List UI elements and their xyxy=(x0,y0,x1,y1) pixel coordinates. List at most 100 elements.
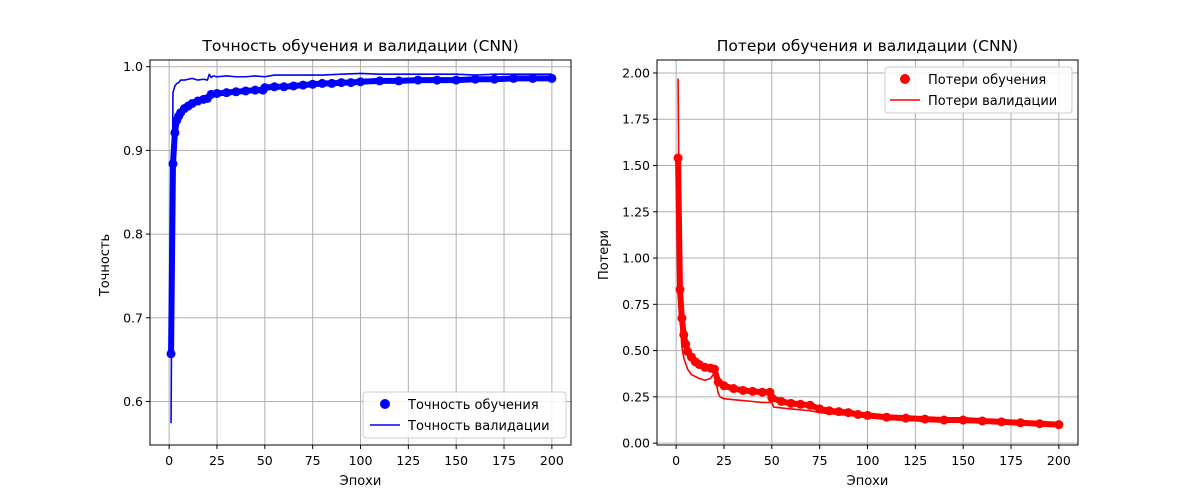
loss-y-tick-label: 0.50 xyxy=(622,343,650,358)
loss-x-tick-label: 100 xyxy=(856,453,880,468)
accuracy-train-point xyxy=(327,78,337,88)
loss-x-tick-label: 25 xyxy=(716,453,732,468)
accuracy-train-point xyxy=(528,73,538,83)
accuracy-train-point xyxy=(509,73,519,83)
loss-validation-line xyxy=(677,78,1059,426)
loss-train-point xyxy=(805,400,815,410)
accuracy-train-point xyxy=(279,82,289,92)
loss-train-point xyxy=(920,414,930,424)
accuracy-legend-box xyxy=(362,391,567,439)
accuracy-validation-line xyxy=(170,72,552,424)
loss-legend-val-label: Потери валидации xyxy=(928,94,1057,109)
loss-y-tick-label: 1.25 xyxy=(622,204,650,219)
accuracy-train-point xyxy=(308,79,318,89)
loss-train-point xyxy=(815,404,825,414)
loss-train-point xyxy=(757,387,767,397)
loss-plot-title: Потери обучения и валидации (CNN) xyxy=(717,37,1018,55)
loss-x-tick-label: 175 xyxy=(999,453,1023,468)
loss-train-point xyxy=(681,339,691,349)
loss-plot: Потери обучения и валидации (CNN) Эпохи … xyxy=(597,37,1079,489)
loss-y-tick-label: 1.50 xyxy=(622,158,650,173)
accuracy-legend-val-label: Точность валидации xyxy=(407,419,550,434)
loss-train-point xyxy=(958,415,968,425)
accuracy-train-point xyxy=(222,88,232,98)
accuracy-train-point xyxy=(298,80,308,90)
accuracy-x-tick-label: 25 xyxy=(209,453,225,468)
accuracy-train-point xyxy=(432,75,442,85)
loss-train-point xyxy=(719,381,729,391)
accuracy-train-point xyxy=(451,75,461,85)
accuracy-x-tick-label: 100 xyxy=(349,453,373,468)
accuracy-x-axis-label: Эпохи xyxy=(340,474,382,489)
accuracy-train-point xyxy=(413,75,423,85)
accuracy-train-point xyxy=(250,85,260,95)
loss-train-point xyxy=(1016,418,1026,428)
loss-legend-train-marker xyxy=(900,74,910,84)
loss-train-point xyxy=(853,409,863,419)
loss-train-point xyxy=(677,313,687,323)
accuracy-train-point xyxy=(375,76,385,86)
loss-x-axis-label: Эпохи xyxy=(847,474,889,489)
accuracy-train-point xyxy=(269,82,279,92)
accuracy-legend-train-label: Точность обучения xyxy=(407,398,539,413)
accuracy-x-tick-label: 75 xyxy=(305,453,321,468)
loss-x-tick-label: 75 xyxy=(812,453,828,468)
accuracy-x-tick-label: 125 xyxy=(396,453,420,468)
accuracy-train-point xyxy=(394,76,404,86)
accuracy-train-point xyxy=(231,87,241,97)
accuracy-x-tick-label: 0 xyxy=(165,453,173,468)
accuracy-y-tick-label: 1.0 xyxy=(123,59,143,74)
loss-train-point xyxy=(796,399,806,409)
accuracy-train-point xyxy=(489,74,499,84)
loss-train-point xyxy=(901,413,911,423)
accuracy-x-tick-label: 200 xyxy=(540,453,564,468)
loss-y-tick-label: 0.75 xyxy=(622,297,650,312)
loss-train-point xyxy=(939,415,949,425)
loss-train-point xyxy=(977,416,987,426)
loss-x-tick-label: 200 xyxy=(1047,453,1071,468)
loss-y-axis-label: Потери xyxy=(597,230,612,280)
loss-train-point xyxy=(776,397,786,407)
accuracy-train-point xyxy=(317,78,327,88)
accuracy-plot: Точность обучения и валидации (CNN) Эпох… xyxy=(98,37,572,489)
loss-train-point xyxy=(729,384,739,394)
accuracy-train-point xyxy=(470,74,480,84)
accuracy-train-point xyxy=(170,128,180,138)
loss-train-point xyxy=(1035,419,1045,429)
accuracy-x-tick-label: 150 xyxy=(444,453,468,468)
loss-x-tick-label: 50 xyxy=(764,453,780,468)
accuracy-x-tick-label: 175 xyxy=(492,453,516,468)
loss-train-point xyxy=(882,412,892,422)
loss-legend-train-label: Потери обучения xyxy=(928,73,1046,88)
loss-y-tick-label: 0.25 xyxy=(622,389,650,404)
loss-x-tick-label: 0 xyxy=(672,453,680,468)
loss-y-tick-label: 1.75 xyxy=(622,112,650,127)
loss-y-tick-label: 0.00 xyxy=(622,436,650,451)
loss-train-point xyxy=(709,364,719,374)
loss-train-point xyxy=(786,398,796,408)
loss-train-point xyxy=(863,410,872,420)
loss-train-point xyxy=(996,417,1006,427)
loss-train-point xyxy=(1054,420,1064,430)
loss-y-tick-label: 1.00 xyxy=(622,251,650,266)
accuracy-y-tick-label: 0.9 xyxy=(123,143,143,158)
accuracy-y-tick-label: 0.8 xyxy=(123,227,143,242)
accuracy-train-point xyxy=(241,86,251,96)
loss-legend-box xyxy=(884,66,1073,114)
accuracy-train-point xyxy=(547,73,557,83)
loss-x-tick-label: 125 xyxy=(903,453,927,468)
loss-train-point xyxy=(767,393,777,403)
accuracy-y-tick-label: 0.7 xyxy=(123,310,143,325)
accuracy-train-point xyxy=(289,81,299,91)
accuracy-x-tick-label: 50 xyxy=(257,453,273,468)
loss-y-tick-label: 2.00 xyxy=(622,65,650,80)
accuracy-train-point xyxy=(336,78,346,88)
accuracy-train-point xyxy=(212,88,222,98)
loss-legend: Потери обучения Потери валидации xyxy=(884,66,1073,114)
accuracy-plot-title: Точность обучения и валидации (CNN) xyxy=(201,37,518,55)
loss-train-point xyxy=(748,386,758,396)
accuracy-train-point xyxy=(356,77,365,87)
accuracy-legend: Точность обучения Точность валидации xyxy=(362,391,567,439)
accuracy-y-tick-label: 0.6 xyxy=(123,394,143,409)
